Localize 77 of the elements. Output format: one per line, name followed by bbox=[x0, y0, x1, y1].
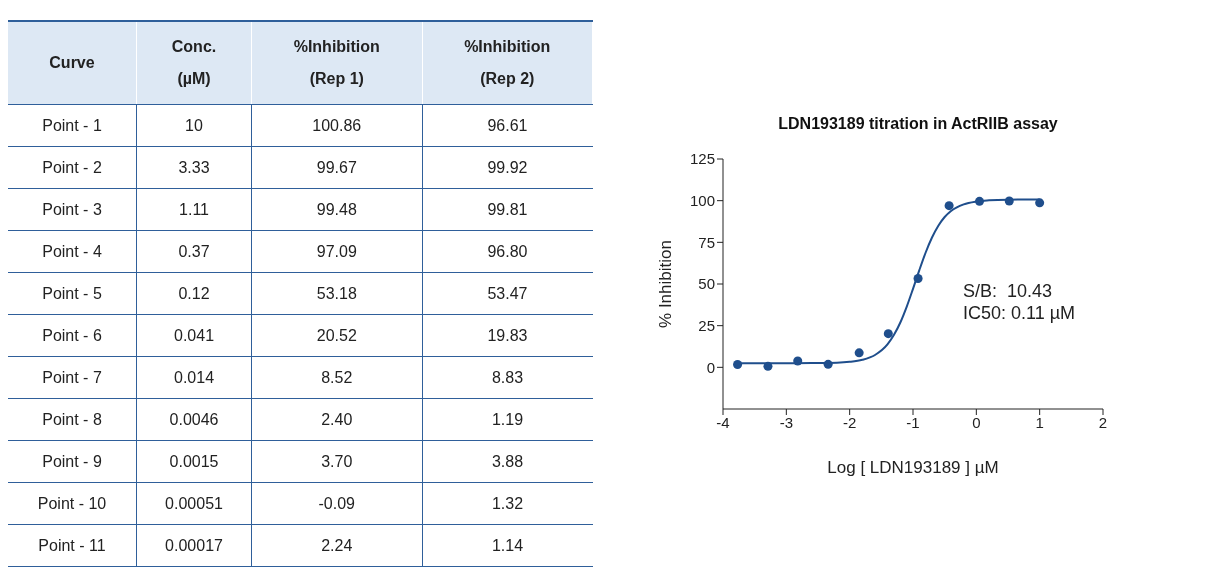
data-label: 96.61 bbox=[422, 104, 593, 147]
data-label: 97.09 bbox=[251, 230, 422, 273]
data-label: 99.81 bbox=[422, 188, 593, 231]
data-label: 3.70 bbox=[251, 440, 422, 483]
category-label: Point - 1 bbox=[8, 104, 137, 147]
data-label: 0.0046 bbox=[136, 398, 252, 441]
point bbox=[913, 273, 923, 284]
data-label: 8.52 bbox=[251, 356, 422, 399]
point bbox=[793, 356, 803, 366]
data-label: 3.33 bbox=[136, 146, 252, 189]
annotation: IC50: 0.11 µM bbox=[963, 302, 1076, 324]
category-label: Point - 7 bbox=[8, 356, 137, 399]
data-label: 3.88 bbox=[422, 440, 593, 483]
x-tick-label: -3 bbox=[779, 413, 794, 431]
x-tick-label: -2 bbox=[842, 413, 857, 431]
text: %Inhibition (Rep 2) bbox=[463, 38, 552, 88]
data-label: 2.24 bbox=[251, 524, 422, 567]
point bbox=[733, 359, 743, 370]
point bbox=[944, 201, 954, 211]
category-label: Point - 2 bbox=[8, 146, 137, 189]
data-label: 99.67 bbox=[251, 146, 422, 189]
category-label: Point - 6 bbox=[8, 314, 137, 357]
x-tick-label: 2 bbox=[1098, 413, 1108, 431]
point bbox=[823, 359, 833, 369]
point bbox=[1035, 198, 1045, 208]
point bbox=[974, 196, 985, 206]
data-label: 0.014 bbox=[136, 356, 252, 399]
data-label: 0.00017 bbox=[136, 524, 252, 567]
x-tick-label: 0 bbox=[972, 413, 981, 431]
data-label: 1.19 bbox=[422, 398, 593, 441]
y-axis-title: % Inhibition bbox=[656, 240, 676, 328]
data-label: 8.83 bbox=[422, 356, 593, 399]
category-label: Point - 9 bbox=[8, 440, 137, 483]
category-label: Point - 8 bbox=[8, 398, 137, 441]
data-label: 19.83 bbox=[422, 314, 593, 357]
point bbox=[1004, 196, 1014, 206]
text: %Inhibition (Rep 1) bbox=[292, 38, 381, 88]
data-label: 53.47 bbox=[422, 272, 593, 315]
x-tick-label: 1 bbox=[1035, 413, 1044, 431]
data-label: 99.48 bbox=[251, 188, 422, 231]
y-tick-label: 125 bbox=[689, 150, 715, 168]
data-label: 0.041 bbox=[136, 314, 252, 357]
y-tick-label: 75 bbox=[698, 233, 715, 251]
text: Conc. (µM) bbox=[170, 38, 218, 88]
data-label: 0.12 bbox=[136, 272, 252, 315]
x-axis-title: Log [ LDN193189 ] µM bbox=[827, 458, 999, 478]
y-tick-label: 25 bbox=[698, 316, 715, 334]
category-label: Point - 10 bbox=[8, 482, 137, 525]
data-label: 100.86 bbox=[251, 104, 422, 147]
data-label: 0.00051 bbox=[136, 482, 252, 525]
category-label: Point - 4 bbox=[8, 230, 137, 273]
data-label: 10 bbox=[136, 104, 252, 147]
y-tick-label: 0 bbox=[706, 358, 715, 376]
category-label: Point - 11 bbox=[8, 524, 137, 567]
data-label: 53.18 bbox=[251, 272, 422, 315]
category-label: Point - 5 bbox=[8, 272, 137, 315]
y-tick-label: 100 bbox=[689, 191, 715, 209]
data-label: 1.14 bbox=[422, 524, 593, 567]
data-label: 2.40 bbox=[251, 398, 422, 441]
data-label: 0.0015 bbox=[136, 440, 252, 483]
annotation: S/B: 10.43 bbox=[963, 280, 1054, 302]
data-label: 0.37 bbox=[136, 230, 252, 273]
data-label: 1.32 bbox=[422, 482, 593, 525]
y-tick-label: 50 bbox=[698, 275, 715, 293]
category-label: Point - 3 bbox=[8, 188, 137, 231]
x-tick-label: -1 bbox=[906, 413, 920, 431]
x-tick-label: -4 bbox=[716, 413, 730, 431]
data-label: 96.80 bbox=[422, 230, 593, 273]
point bbox=[854, 348, 864, 358]
data-label: -0.09 bbox=[251, 482, 422, 525]
chart-title: LDN193189 titration in ActRIIB assay bbox=[777, 115, 1059, 133]
data-label: 1.11 bbox=[136, 188, 252, 231]
point bbox=[883, 329, 893, 339]
point bbox=[763, 361, 773, 371]
data-label: 20.52 bbox=[251, 314, 422, 357]
data-label: 99.92 bbox=[422, 146, 593, 189]
text: Curve bbox=[8, 21, 137, 105]
